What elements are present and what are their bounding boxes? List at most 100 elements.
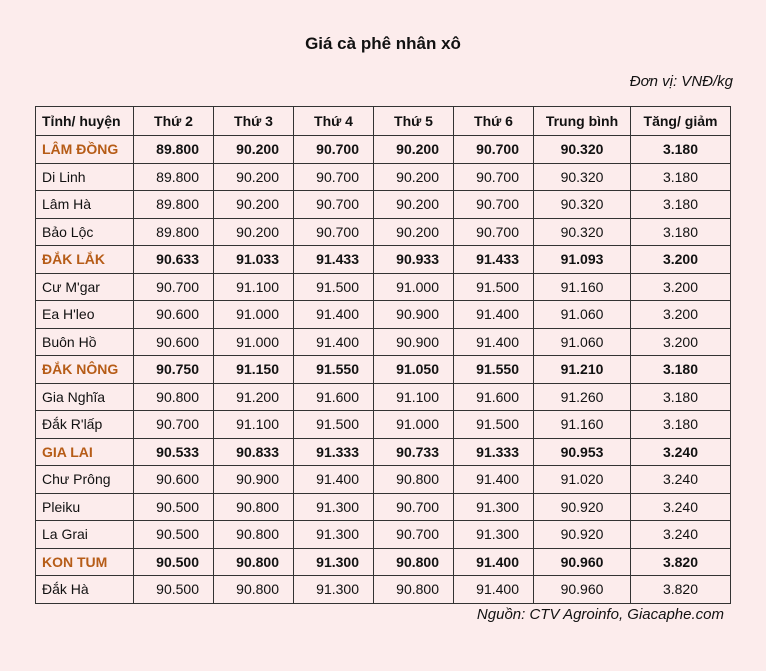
header-thursday: Thứ 5 (373, 106, 454, 136)
wednesday-price: 91.433 (293, 245, 374, 274)
district-row: Chư Prông 90.600 90.900 91.400 90.800 91.400 9… (35, 465, 731, 494)
district-row: Pleiku 90.500 90.800 91.300 90.700 91.300 90.9… (35, 492, 731, 521)
thursday-price: 90.800 (373, 465, 454, 494)
monday-price: 90.500 (133, 575, 214, 604)
friday-price: 91.500 (453, 410, 534, 439)
monday-price: 89.800 (133, 135, 214, 164)
average-price: 91.060 (533, 327, 631, 356)
thursday-price: 91.000 (373, 272, 454, 301)
wednesday-price: 91.300 (293, 575, 374, 604)
thursday-price: 90.200 (373, 135, 454, 164)
page-title: Giá cà phê nhân xô (305, 34, 461, 53)
friday-price: 90.700 (453, 135, 534, 164)
province-row: GIA LAI 90.533 90.833 91.333 90.733 91.333 90.… (35, 437, 731, 466)
region-name: Pleiku (35, 492, 134, 521)
average-price: 91.060 (533, 300, 631, 329)
header-change: Tăng/ giảm (630, 106, 731, 136)
monday-price: 89.800 (133, 190, 214, 219)
monday-price: 90.500 (133, 520, 214, 549)
tuesday-price: 90.200 (213, 162, 294, 191)
table-body: LÂM ĐỒNG 89.800 90.200 90.700 90.200 90.700 90… (35, 135, 731, 604)
wednesday-price: 91.400 (293, 327, 374, 356)
monday-price: 90.800 (133, 382, 214, 411)
friday-price: 91.500 (453, 272, 534, 301)
friday-price: 91.600 (453, 382, 534, 411)
monday-price: 90.600 (133, 300, 214, 329)
wednesday-price: 91.500 (293, 410, 374, 439)
monday-price: 89.800 (133, 162, 214, 191)
district-row: Bảo Lộc 89.800 90.200 90.700 90.200 90.700 90.… (35, 217, 731, 246)
wednesday-price: 90.700 (293, 135, 374, 164)
unit-label: Đơn vị: VNĐ/kg (629, 73, 733, 90)
change-value: 3.180 (630, 217, 731, 246)
monday-price: 90.700 (133, 272, 214, 301)
tuesday-price: 91.200 (213, 382, 294, 411)
monday-price: 90.600 (133, 327, 214, 356)
average-price: 90.953 (533, 437, 631, 466)
tuesday-price: 90.200 (213, 217, 294, 246)
change-value: 3.180 (630, 162, 731, 191)
wednesday-price: 90.700 (293, 217, 374, 246)
tuesday-price: 90.800 (213, 547, 294, 576)
thursday-price: 90.700 (373, 520, 454, 549)
tuesday-price: 90.800 (213, 520, 294, 549)
average-price: 90.320 (533, 217, 631, 246)
header-tuesday: Thứ 3 (213, 106, 294, 136)
thursday-price: 90.900 (373, 327, 454, 356)
district-row: Buôn Hồ 90.600 91.000 91.400 90.900 91.400 91.… (35, 327, 731, 356)
change-value: 3.820 (630, 547, 731, 576)
friday-price: 90.700 (453, 162, 534, 191)
change-value: 3.200 (630, 272, 731, 301)
change-value: 3.200 (630, 300, 731, 329)
tuesday-price: 90.200 (213, 190, 294, 219)
district-row: Di Linh 89.800 90.200 90.700 90.200 90.700 90.… (35, 162, 731, 191)
tuesday-price: 90.833 (213, 437, 294, 466)
thursday-price: 91.100 (373, 382, 454, 411)
average-price: 90.920 (533, 520, 631, 549)
monday-price: 90.700 (133, 410, 214, 439)
region-name: Bảo Lộc (35, 217, 134, 246)
change-value: 3.200 (630, 245, 731, 274)
header-monday: Thứ 2 (133, 106, 214, 136)
wednesday-price: 91.300 (293, 547, 374, 576)
wednesday-price: 91.400 (293, 300, 374, 329)
change-value: 3.240 (630, 520, 731, 549)
monday-price: 90.750 (133, 355, 214, 384)
wednesday-price: 91.333 (293, 437, 374, 466)
change-value: 3.820 (630, 575, 731, 604)
district-row: Đắk Hà 90.500 90.800 91.300 90.800 91.400 90.9… (35, 575, 731, 604)
region-name: Đắk Hà (35, 575, 134, 604)
friday-price: 91.400 (453, 575, 534, 604)
change-value: 3.200 (630, 327, 731, 356)
average-price: 91.210 (533, 355, 631, 384)
region-name: La Grai (35, 520, 134, 549)
tuesday-price: 91.033 (213, 245, 294, 274)
thursday-price: 90.200 (373, 190, 454, 219)
thursday-price: 90.933 (373, 245, 454, 274)
thursday-price: 91.050 (373, 355, 454, 384)
change-value: 3.180 (630, 190, 731, 219)
district-row: Đắk R'lấp 90.700 91.100 91.500 91.000 91.500 9… (35, 410, 731, 439)
friday-price: 91.550 (453, 355, 534, 384)
thursday-price: 90.200 (373, 217, 454, 246)
region-name: KON TUM (35, 547, 134, 576)
region-name: ĐẮK LẮK (35, 245, 134, 274)
tuesday-price: 91.100 (213, 410, 294, 439)
region-name: Gia Nghĩa (35, 382, 134, 411)
thursday-price: 90.733 (373, 437, 454, 466)
change-value: 3.180 (630, 355, 731, 384)
friday-price: 91.400 (453, 300, 534, 329)
price-table: Tỉnh/ huyện Thứ 2 Thứ 3 Thứ 4 Thứ 5 Thứ … (35, 106, 731, 604)
average-price: 90.320 (533, 190, 631, 219)
wednesday-price: 91.600 (293, 382, 374, 411)
province-row: LÂM ĐỒNG 89.800 90.200 90.700 90.200 90.700 90… (35, 135, 731, 164)
region-name: ĐẮK NÔNG (35, 355, 134, 384)
wednesday-price: 91.550 (293, 355, 374, 384)
friday-price: 91.433 (453, 245, 534, 274)
header-region: Tỉnh/ huyện (35, 106, 134, 136)
province-row: ĐẮK LẮK 90.633 91.033 91.433 90.933 91.433 91.… (35, 245, 731, 274)
tuesday-price: 90.800 (213, 575, 294, 604)
region-name: LÂM ĐỒNG (35, 135, 134, 164)
header-friday: Thứ 6 (453, 106, 534, 136)
change-value: 3.240 (630, 492, 731, 521)
